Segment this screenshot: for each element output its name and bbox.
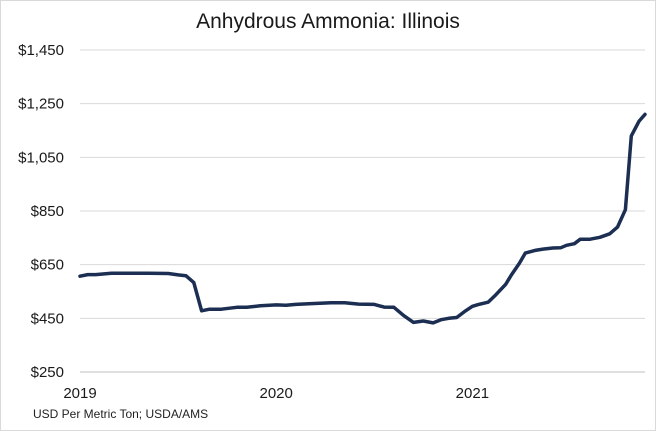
x-tick-label: 2021 [456, 385, 489, 402]
x-tick-label: 2020 [259, 385, 292, 402]
x-tick-label: 2019 [63, 385, 96, 402]
y-tick-label: $450 [31, 310, 64, 327]
chart-title: Anhydrous Ammonia: Illinois [196, 10, 460, 33]
y-tick-label: $1,450 [18, 42, 64, 59]
series-line [78, 112, 647, 325]
y-tick-label: $650 [31, 257, 64, 274]
x-axis-ticks: 2019 2020 2021 [63, 385, 489, 402]
y-tick-label: $850 [31, 203, 64, 220]
source-note: USD Per Metric Ton; USDA/AMS [33, 407, 209, 421]
y-tick-label: $1,250 [18, 96, 64, 113]
y-axis-ticks: $250 $450 $650 $850 $1,050 $1,250 $1,450 [18, 42, 64, 381]
y-tick-label: $1,050 [18, 149, 64, 166]
grid-lines [80, 49, 645, 319]
y-tick-label: $250 [31, 364, 64, 381]
series-group [78, 112, 647, 325]
